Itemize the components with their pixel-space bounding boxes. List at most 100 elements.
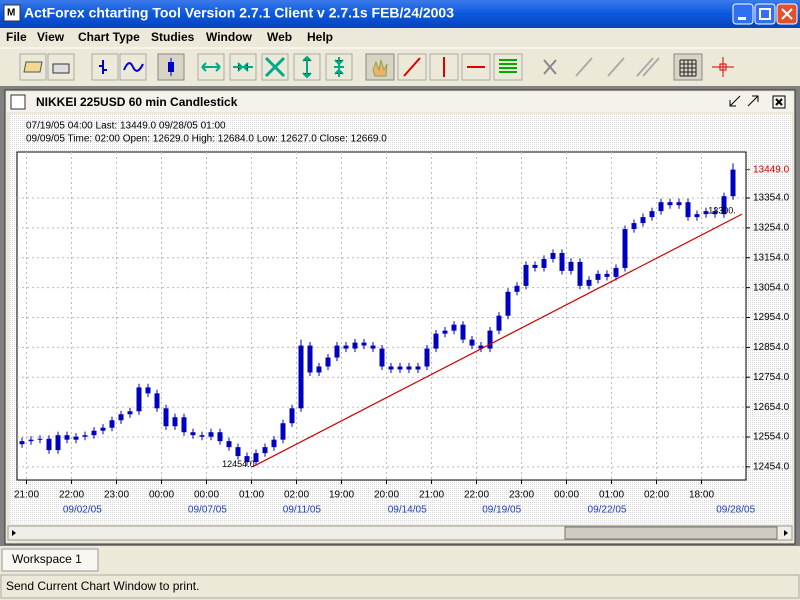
candle-body bbox=[19, 441, 25, 445]
y-tick-label: 12854.0 bbox=[753, 342, 790, 353]
x-tick-label: 00:00 bbox=[554, 490, 579, 501]
candle-body bbox=[145, 387, 151, 394]
date-tick-label: 09/02/05 bbox=[63, 505, 102, 516]
x-tick-label: 00:00 bbox=[194, 490, 219, 501]
menu-item[interactable]: View bbox=[37, 30, 65, 44]
candle-body bbox=[550, 252, 556, 259]
candle-icon bbox=[168, 62, 174, 72]
x-tick-label: 01:00 bbox=[239, 490, 264, 501]
menu-item[interactable]: Studies bbox=[151, 30, 195, 44]
candle-body bbox=[577, 261, 583, 286]
chart-window-title-bar bbox=[7, 92, 793, 112]
candle-body bbox=[721, 196, 727, 215]
trendline-label: 12454.0 bbox=[222, 459, 255, 469]
trendline bbox=[252, 213, 743, 468]
menu-item[interactable]: Chart Type bbox=[78, 30, 140, 44]
x-tick-label: 21:00 bbox=[14, 490, 39, 501]
close-chart-button[interactable] bbox=[772, 95, 786, 109]
menu-item[interactable]: Help bbox=[307, 30, 333, 44]
x-tick-label: 23:00 bbox=[104, 490, 129, 501]
menu-bar: File View Chart Type Studies Window Web Help bbox=[6, 30, 333, 44]
candle-body bbox=[307, 345, 313, 373]
menu-item[interactable]: File bbox=[6, 30, 27, 44]
maximize-button[interactable] bbox=[754, 3, 776, 25]
candle-body bbox=[73, 436, 79, 440]
scroll-left[interactable] bbox=[12, 530, 16, 536]
crosshair-icon[interactable] bbox=[712, 57, 734, 77]
candle-body bbox=[262, 447, 268, 454]
channel-icon bbox=[499, 59, 517, 73]
candle-body bbox=[208, 432, 214, 437]
candle-body bbox=[604, 273, 610, 277]
candle-body bbox=[649, 211, 655, 218]
minimize-icon bbox=[738, 17, 746, 20]
date-tick-label: 09/22/05 bbox=[588, 505, 627, 516]
candle-body bbox=[370, 345, 376, 349]
candle-body bbox=[361, 342, 367, 346]
plot-area bbox=[16, 151, 747, 481]
candle-body bbox=[478, 345, 484, 349]
title-bar bbox=[0, 0, 800, 28]
status-text: Send Current Chart Window to print. bbox=[6, 579, 199, 593]
candle-body bbox=[190, 432, 196, 436]
tool-icon[interactable] bbox=[636, 57, 660, 77]
candle-body bbox=[487, 330, 493, 349]
candle-body bbox=[559, 252, 565, 271]
grid-icon bbox=[679, 59, 697, 77]
delete-icon[interactable] bbox=[543, 59, 557, 75]
x-tick-label: 22:00 bbox=[59, 490, 84, 501]
candle-body bbox=[496, 315, 502, 331]
candle-body bbox=[406, 366, 412, 370]
tool-icon[interactable] bbox=[575, 57, 593, 77]
candle-body bbox=[352, 342, 358, 349]
toolbar bbox=[2, 50, 798, 84]
x-tick-label: 18:00 bbox=[689, 490, 714, 501]
y-tick-label: 12454.0 bbox=[753, 461, 790, 472]
candle-body bbox=[91, 430, 97, 436]
candle-body bbox=[415, 366, 421, 370]
y-tick-label: 12654.0 bbox=[753, 402, 790, 413]
candle-body bbox=[586, 279, 592, 286]
tab[interactable] bbox=[1, 548, 99, 572]
candle-body bbox=[433, 333, 439, 349]
candle-body bbox=[397, 366, 403, 370]
app-icon-text: M bbox=[7, 8, 15, 19]
menu-item[interactable]: Web bbox=[267, 30, 292, 44]
tab-label: Workspace 1 bbox=[12, 552, 82, 566]
x-tick-label: 20:00 bbox=[374, 490, 399, 501]
trendline-label: 13300. bbox=[708, 206, 736, 216]
candle-body bbox=[289, 408, 295, 424]
info-line: 07/19/05 04:00 Last: 13449.0 09/28/05 01… bbox=[26, 121, 226, 132]
candle-body bbox=[325, 357, 331, 367]
candle-body bbox=[505, 291, 511, 316]
candle-body bbox=[343, 345, 349, 349]
iconify-icon[interactable] bbox=[729, 95, 741, 107]
scroll-thumb[interactable] bbox=[564, 526, 778, 540]
bar-icon bbox=[99, 60, 107, 74]
candle-body bbox=[280, 423, 286, 440]
tool-icon[interactable] bbox=[607, 57, 625, 77]
candle-body bbox=[622, 229, 628, 268]
printer-icon bbox=[52, 63, 70, 74]
date-tick-label: 09/11/05 bbox=[283, 505, 322, 516]
x-tick-label: 02:00 bbox=[284, 490, 309, 501]
x-tick-label: 00:00 bbox=[149, 490, 174, 501]
chart-window-icon bbox=[10, 94, 26, 110]
candle-body bbox=[379, 348, 385, 367]
candle-body bbox=[217, 432, 223, 442]
candle-body bbox=[298, 345, 304, 409]
scroll-right[interactable] bbox=[784, 530, 788, 536]
x-tick-label: 22:00 bbox=[464, 490, 489, 501]
candle-body bbox=[55, 435, 61, 451]
restore-icon[interactable] bbox=[747, 95, 759, 107]
hline-button[interactable] bbox=[461, 53, 491, 81]
candle-body bbox=[271, 439, 277, 448]
status-bar bbox=[0, 574, 800, 599]
candle-body bbox=[226, 441, 232, 448]
bar-chart-button[interactable] bbox=[91, 53, 119, 81]
x-tick-label: 23:00 bbox=[509, 490, 534, 501]
y-tick-label: 12954.0 bbox=[753, 312, 790, 323]
minimize-button[interactable] bbox=[732, 3, 754, 25]
menu-item[interactable]: Window bbox=[206, 30, 253, 44]
